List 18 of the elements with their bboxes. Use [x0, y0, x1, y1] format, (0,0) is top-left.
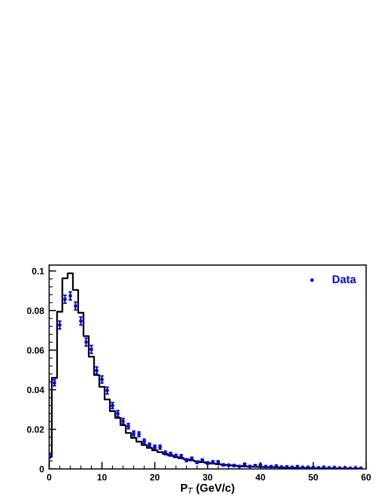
x-tick-label: 60 — [361, 474, 371, 480]
point — [79, 319, 83, 323]
point — [68, 294, 72, 298]
x-tick-label: 20 — [150, 474, 160, 480]
y-tick-label: 0.02 — [27, 426, 44, 433]
point — [90, 348, 94, 352]
y-tick-label: 0.1 — [32, 268, 44, 274]
x-tick-label: 10 — [98, 474, 107, 480]
x-axis-title: P$_{T}$ (GeV/c) — [181, 484, 234, 494]
x-tick-label: 30 — [202, 474, 212, 480]
x-tick-label: 50 — [308, 474, 318, 480]
x-tick-label: 40 — [256, 474, 266, 480]
y-tick-label: 0.04 — [27, 386, 44, 394]
x-tick-label: 0 — [46, 474, 52, 480]
y-tick-label: 0.06 — [27, 347, 44, 354]
y-tick-label: 0 — [40, 466, 44, 472]
y-tick-label: 0.08 — [27, 308, 44, 314]
legend-label: Data — [332, 275, 356, 284]
